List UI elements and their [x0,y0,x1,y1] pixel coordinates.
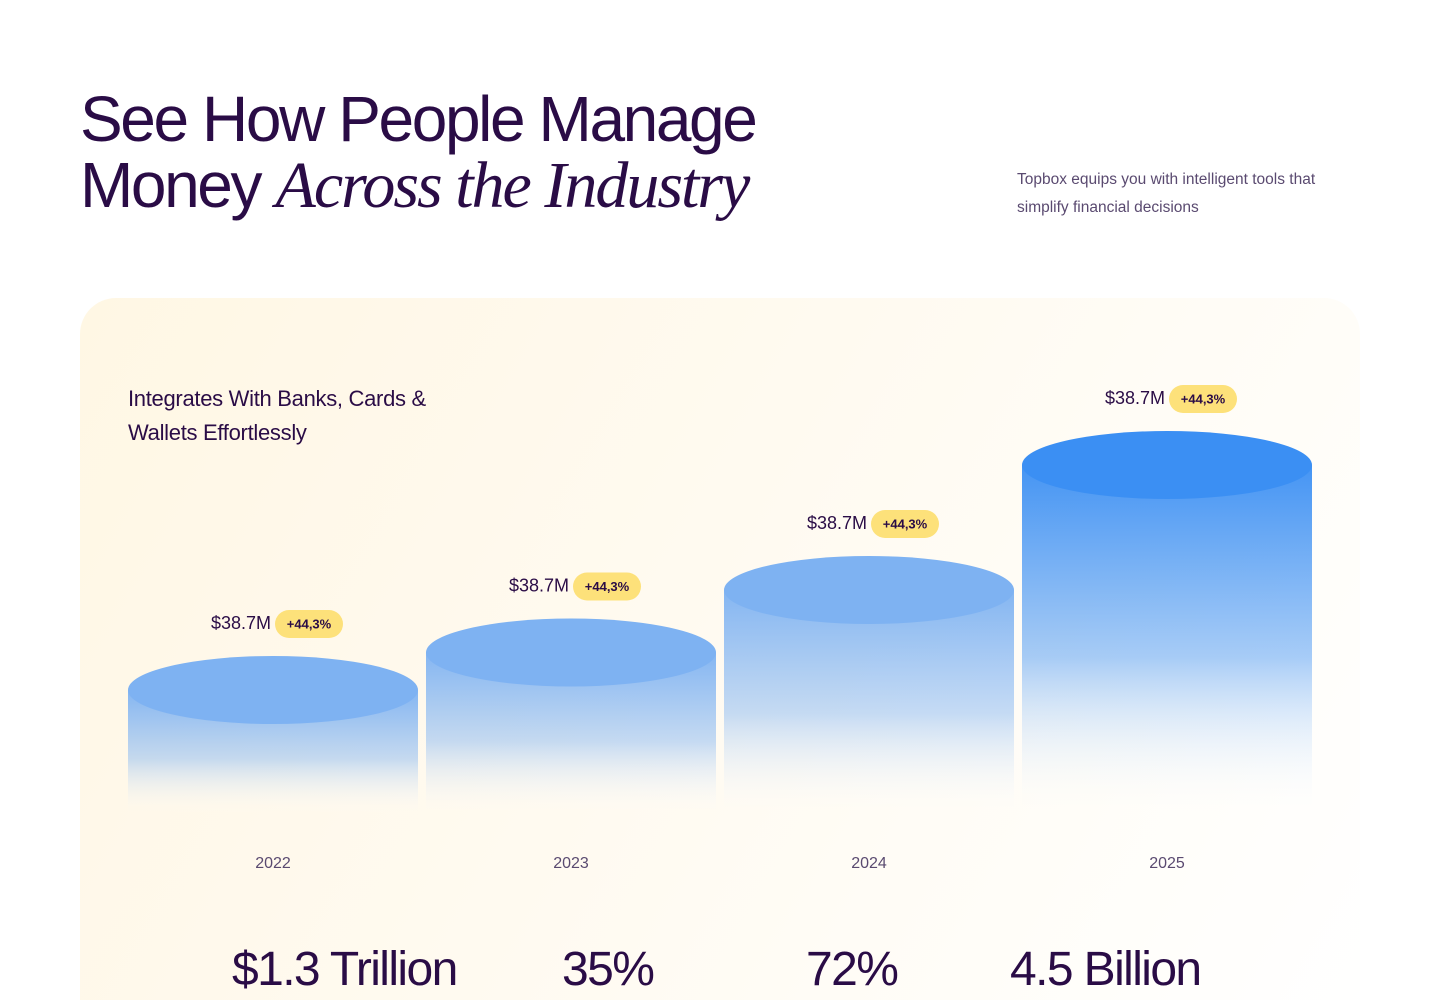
change-badge-2023 [573,572,641,601]
change-label-2024: +44,3% [883,516,928,531]
stat-4: 4.5 Billion [1010,943,1202,996]
value-label-2024: $38.7M [807,513,867,533]
bar-top-2022 [128,656,418,724]
year-label-2022: 2022 [255,855,291,872]
change-label-2025: +44,3% [1181,391,1226,406]
change-badge-2025 [1169,385,1237,413]
stat-3: 72% [806,943,899,996]
year-label-2025: 2025 [1149,855,1185,872]
value-label-2023: $38.7M [509,575,569,595]
headline-line-2: Money Across the Industry [80,152,840,219]
bar-2025 [1022,465,1312,815]
bar-top-2024 [724,556,1014,624]
year-label-2024: 2024 [851,855,887,872]
bar-top-2023 [426,618,716,687]
change-label-2022: +44,3% [287,616,332,631]
stats-row: $1.3 Trillion 35% 72% 4.5 Billion [0,940,1440,1000]
change-badge-2022 [275,610,343,638]
headline-line-1: See How People Manage [80,83,758,155]
bar-top-2025 [1022,431,1312,499]
year-label-2023: 2023 [553,855,589,872]
change-badge-2024 [871,510,939,538]
card-title: Integrates With Banks, Cards & Wallets E… [128,386,426,445]
value-label-2022: $38.7M [211,613,271,633]
subtext: Topbox equips you with intelligent tools… [1017,171,1316,216]
headline-line-2-serif: Across the Industry [275,149,751,222]
change-label-2023: +44,3% [585,579,630,594]
headline: See How People Manage Money Across the I… [80,86,840,219]
stat-2: 35% [562,943,655,996]
headline-line-2-plain: Money [80,149,263,221]
stat-1: $1.3 Trillion [232,943,458,996]
value-label-2025: $38.7M [1105,388,1165,408]
bar-2024 [724,590,1014,815]
